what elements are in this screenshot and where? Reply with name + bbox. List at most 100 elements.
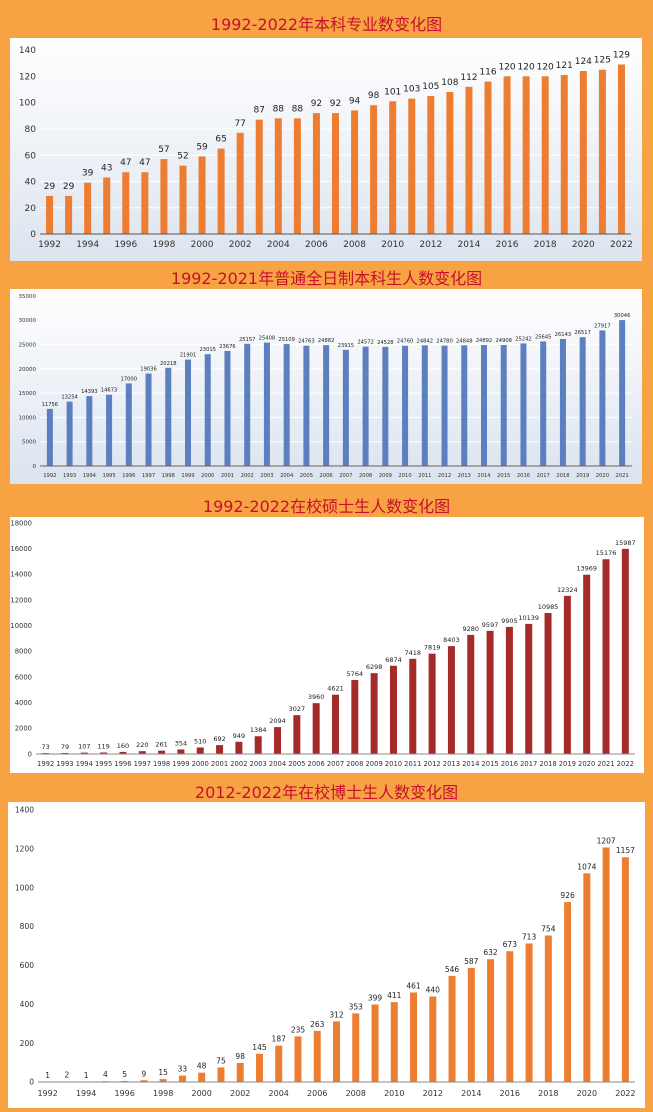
bar-2012 <box>427 96 435 234</box>
bar-1999 <box>177 749 185 754</box>
bar-2022 <box>621 857 629 1082</box>
bar-2022 <box>617 64 625 234</box>
x-tick-label-2000: 2000 <box>201 473 214 479</box>
data-label-1996: 5 <box>122 1070 127 1079</box>
x-tick-label-1997: 1997 <box>142 473 155 479</box>
y-tick-label-0: 0 <box>28 750 32 758</box>
data-label-2019: 926 <box>560 891 575 900</box>
bar-2006 <box>312 113 320 234</box>
data-label-2022: 1157 <box>616 846 635 855</box>
data-label-1994: 39 <box>82 169 94 179</box>
x-tick-label-2005: 2005 <box>288 760 305 768</box>
x-tick-label-2009: 2009 <box>365 760 382 768</box>
x-tick-label-2006: 2006 <box>320 473 333 479</box>
bar-1996 <box>119 751 127 754</box>
chart-1-panel: 0 20 40 60 80 100 120 140 29 29 39 43 47 47 57 52 59 65 77… <box>10 38 642 261</box>
x-tick-label-2001: 2001 <box>221 473 234 479</box>
data-label-2022: 129 <box>613 50 630 60</box>
x-tick-label-2012: 2012 <box>423 760 440 768</box>
x-tick-label-1996: 1996 <box>114 760 131 768</box>
data-label-2018: 754 <box>541 925 556 934</box>
chart-3-svg: 0 2000 4000 6000 8000 10000 12000 14000 16000 180… <box>10 519 636 768</box>
data-label-2017: 25645 <box>535 334 552 340</box>
data-label-1998: 261 <box>155 741 167 749</box>
bar-2014 <box>465 86 473 234</box>
x-tick-label-2008: 2008 <box>346 1089 366 1098</box>
y-tick-label-0: 0 <box>30 230 36 240</box>
data-label-2010: 6874 <box>385 656 402 664</box>
data-label-2018: 26143 <box>555 332 572 338</box>
y-tick-label-7: 35000 <box>19 294 37 300</box>
data-label-2004: 25109 <box>278 337 295 343</box>
x-tick-label-2013: 2013 <box>458 473 471 479</box>
x-tick-label-2010: 2010 <box>385 760 402 768</box>
data-label-2022: 15987 <box>615 539 636 547</box>
x-tick-label-2000: 2000 <box>192 1089 212 1098</box>
data-label-2009: 24528 <box>377 340 394 346</box>
bar-1993 <box>65 195 73 234</box>
data-label-2020: 13969 <box>576 565 597 573</box>
bar-2000 <box>198 156 206 234</box>
chart-4-title: 2012-2022年在校博士生人数变化图 <box>194 783 459 802</box>
data-label-1996: 47 <box>120 158 131 168</box>
bar-2007 <box>342 349 349 466</box>
data-label-2000: 48 <box>197 1062 207 1071</box>
x-tick-label-2018: 2018 <box>556 473 569 479</box>
data-label-1993: 29 <box>63 182 75 192</box>
data-label-2019: 12324 <box>557 586 578 594</box>
bar-1997 <box>145 373 152 466</box>
bar-2000 <box>204 354 211 466</box>
bar-2013 <box>461 345 468 466</box>
bar-1995 <box>106 394 113 466</box>
y-tick-label-1: 2000 <box>15 725 32 733</box>
bar-2018 <box>559 339 566 466</box>
data-label-2020: 27917 <box>594 323 611 329</box>
data-label-1999: 21901 <box>180 353 197 359</box>
x-tick-label-2003: 2003 <box>260 473 273 479</box>
y-tick-label-3: 6000 <box>15 673 32 681</box>
data-label-2001: 75 <box>216 1056 226 1065</box>
bar-2000 <box>196 747 204 754</box>
data-label-2007: 92 <box>330 99 341 109</box>
y-tick-label-4: 80 <box>25 125 37 135</box>
bar-2020 <box>583 574 591 754</box>
data-label-2021: 30046 <box>614 313 631 319</box>
bar-1992 <box>46 195 54 234</box>
data-label-2018: 10985 <box>538 603 559 611</box>
data-label-2013: 108 <box>441 78 458 88</box>
y-tick-label-1: 200 <box>20 1039 35 1048</box>
bar-2003 <box>254 736 262 754</box>
x-tick-label-2016: 2016 <box>500 1089 520 1098</box>
y-tick-label-4: 20000 <box>19 367 37 373</box>
data-label-1994: 107 <box>78 743 90 751</box>
y-tick-label-0: 0 <box>29 1078 34 1087</box>
data-label-2015: 116 <box>479 68 496 78</box>
bar-2002 <box>236 1062 244 1082</box>
bar-2001 <box>224 351 231 466</box>
bar-2018 <box>544 613 552 754</box>
data-label-2014: 587 <box>464 957 479 966</box>
data-label-2014: 24892 <box>476 338 493 344</box>
data-label-1993: 79 <box>61 743 69 751</box>
bar-2022 <box>621 548 629 754</box>
x-tick-label-2021: 2021 <box>597 760 614 768</box>
chart-2-panel: 0 5000 10000 15000 20000 25000 30000 35000 11756… <box>10 289 642 484</box>
x-tick-label-2002: 2002 <box>229 240 252 250</box>
bar-2017 <box>525 623 533 754</box>
bar-1997 <box>141 172 149 234</box>
x-tick-label-1996: 1996 <box>114 240 137 250</box>
data-label-2017: 10139 <box>518 614 539 622</box>
data-label-1992: 1 <box>45 1071 50 1080</box>
bar-2007 <box>332 113 339 234</box>
data-label-1999: 52 <box>177 152 188 162</box>
bar-2015 <box>487 959 495 1082</box>
data-label-2020: 124 <box>575 57 592 67</box>
bar-2014 <box>481 345 487 466</box>
data-label-2002: 949 <box>233 732 245 740</box>
data-label-2011: 461 <box>406 981 421 990</box>
data-label-2000: 59 <box>196 142 208 152</box>
data-label-2006: 24882 <box>318 338 335 344</box>
bar-2017 <box>525 943 533 1082</box>
y-tick-label-7: 14000 <box>10 571 32 579</box>
bar-2016 <box>520 343 527 466</box>
